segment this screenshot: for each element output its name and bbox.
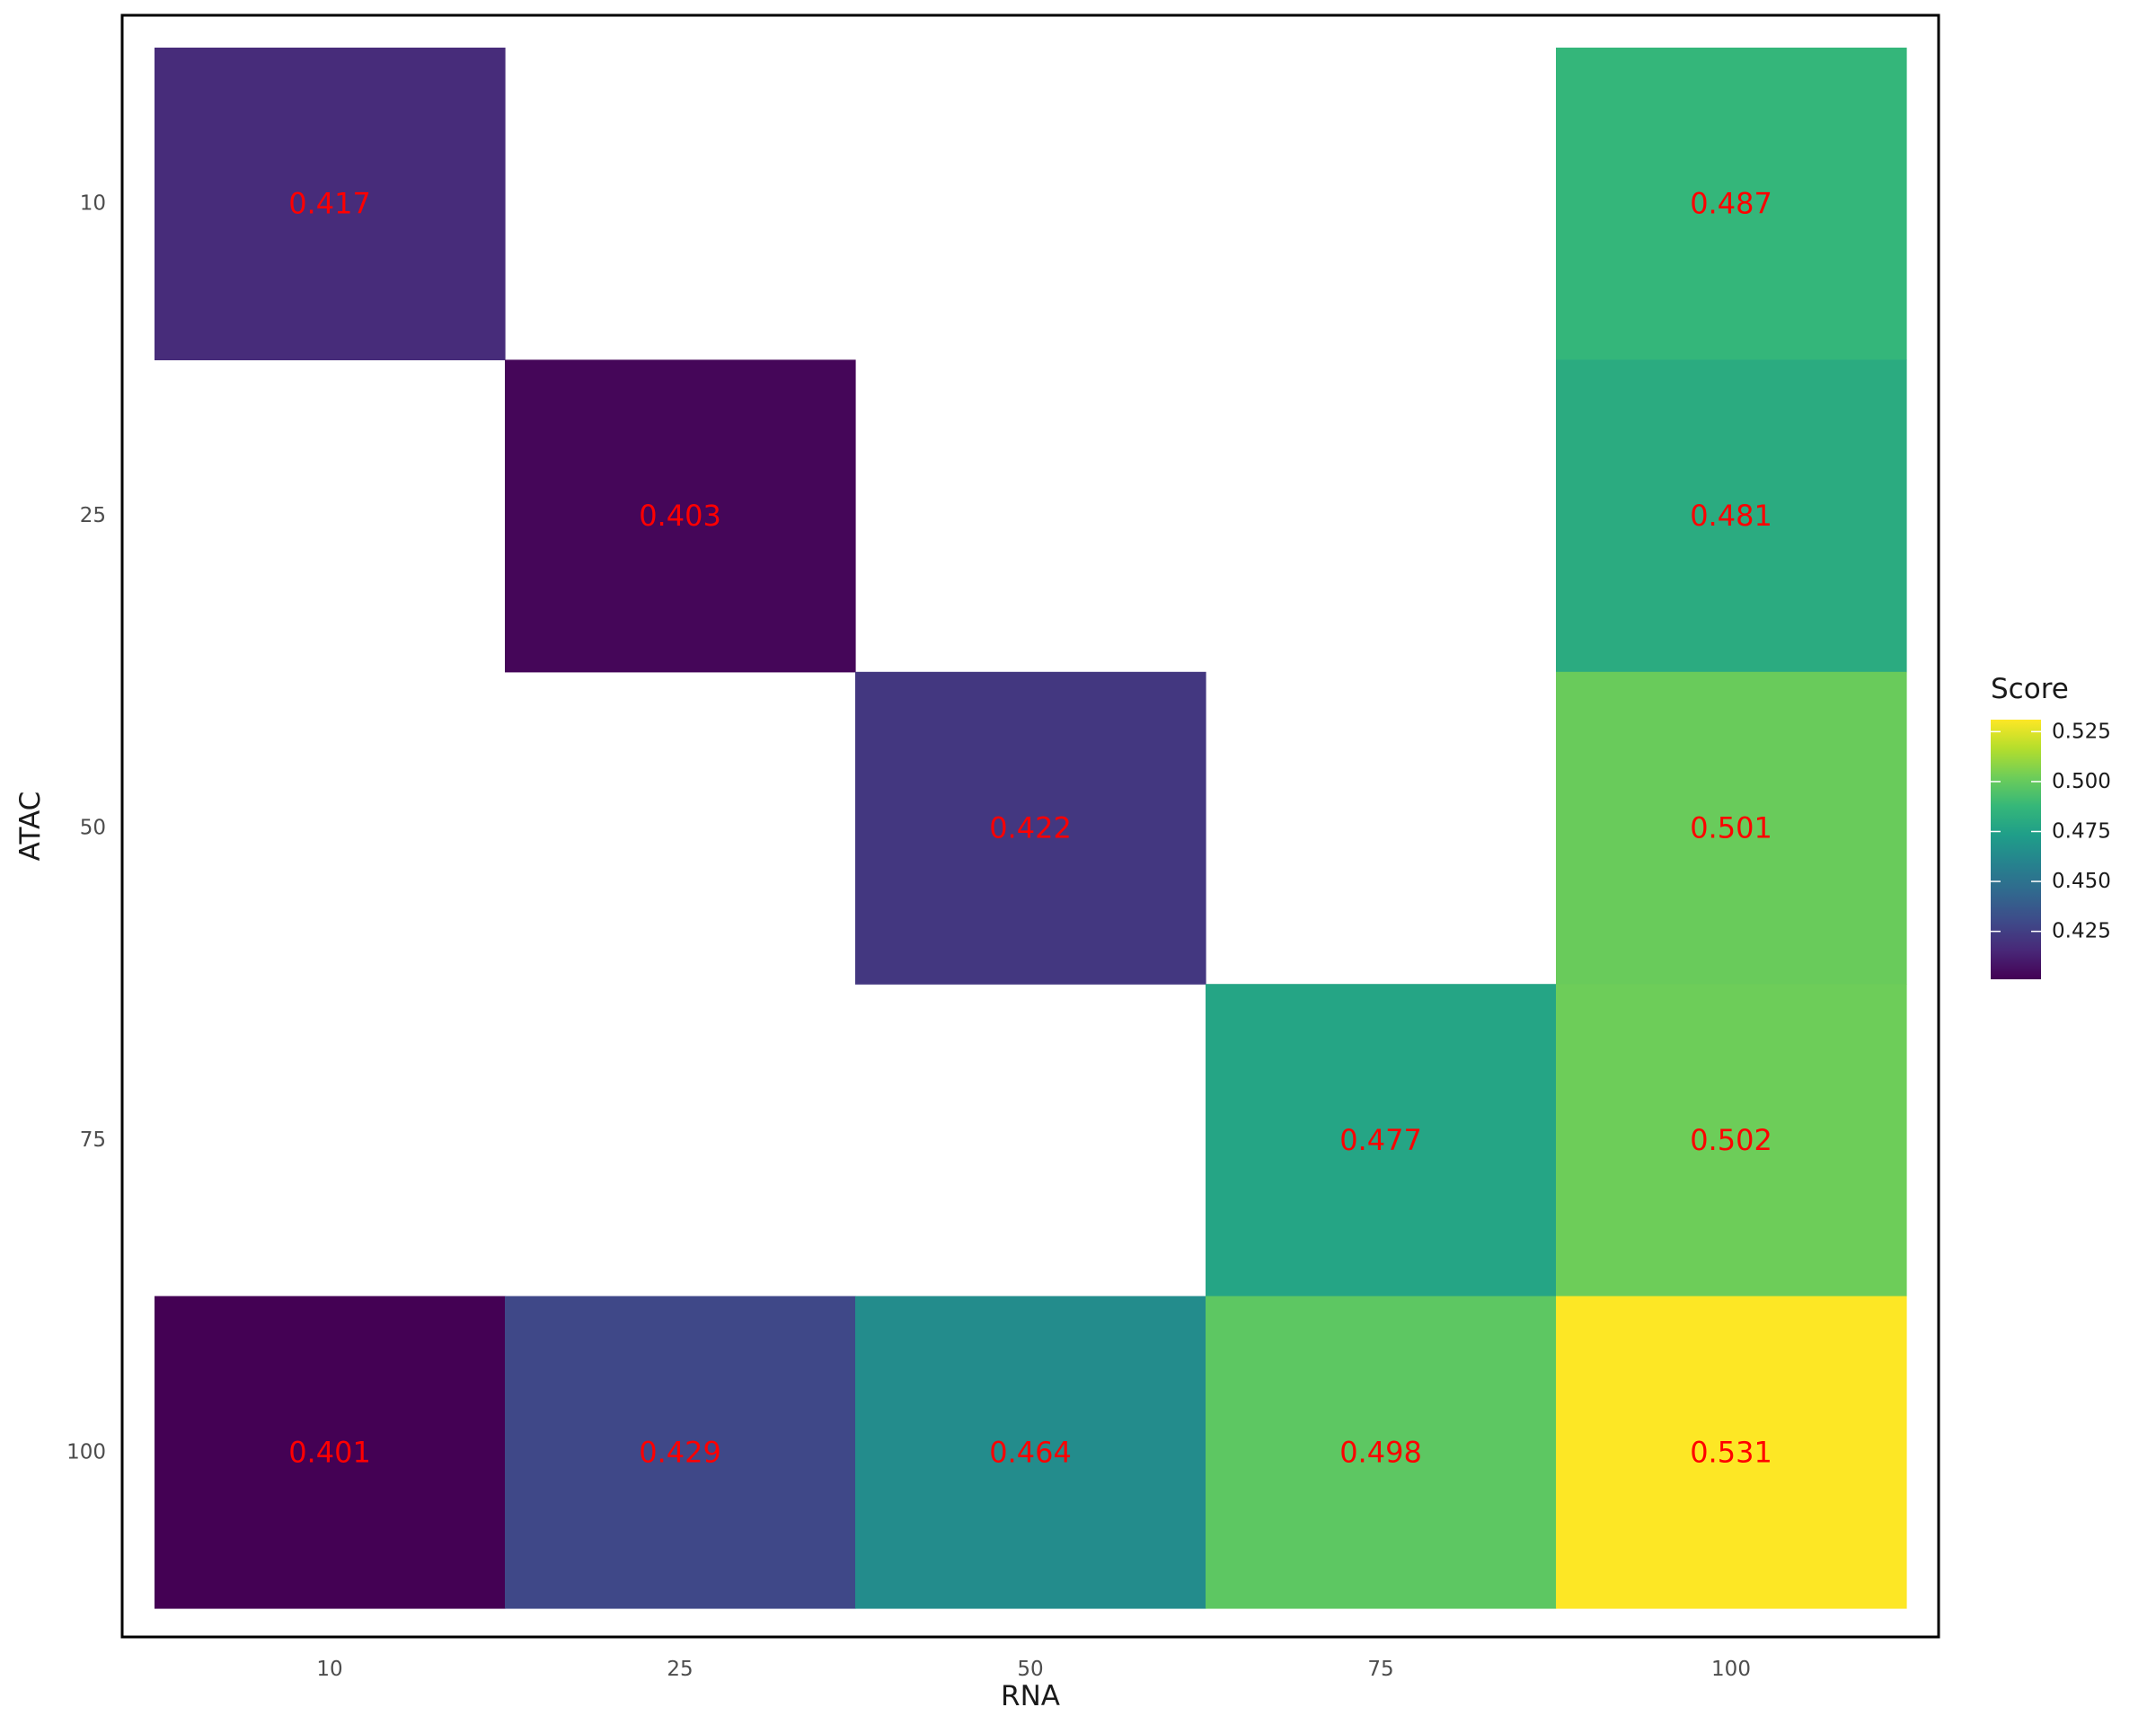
- legend-tick-label: 0.475: [2052, 819, 2111, 843]
- cell-value-label: 0.464: [989, 1435, 1072, 1469]
- y-tick-label: 25: [80, 504, 106, 527]
- y-tick-label: 100: [66, 1440, 106, 1464]
- legend-tick-label: 0.450: [2052, 870, 2111, 893]
- y-axis-ticks: 10 25 50 75 100: [66, 192, 106, 1464]
- cell-value-label: 0.481: [1690, 499, 1772, 533]
- heatmap-cell-rna-100-atac-100: [1556, 1296, 1907, 1609]
- y-axis-title: ATAC: [14, 792, 47, 862]
- cell-value-label: 0.403: [639, 499, 721, 533]
- x-axis-title: RNA: [1001, 1680, 1060, 1712]
- cell-value-label: 0.501: [1690, 811, 1772, 845]
- heatmap-cells: [155, 48, 1907, 1609]
- x-tick-label: 25: [667, 1658, 693, 1681]
- y-tick-label: 10: [80, 192, 106, 216]
- cell-value-label: 0.422: [989, 811, 1072, 845]
- heatmap-cell-rna-100-atac-75: [1556, 984, 1907, 1297]
- legend-tick-label: 0.500: [2052, 770, 2111, 793]
- heatmap-cell-rna-75-atac-100: [1206, 1296, 1557, 1609]
- heatmap-cell-rna-50-atac-50: [855, 671, 1206, 985]
- heatmap-cell-rna-50-atac-100: [855, 1296, 1206, 1609]
- x-tick-label: 100: [1711, 1658, 1751, 1681]
- legend-title: Score: [1991, 673, 2069, 705]
- cell-value-label: 0.417: [288, 187, 371, 221]
- heatmap-cell-rna-100-atac-10: [1556, 48, 1907, 360]
- cell-value-label: 0.401: [288, 1435, 371, 1469]
- legend-ticks: 0.425 0.450 0.475 0.500 0.525: [1991, 720, 2111, 943]
- legend-tick-label: 0.425: [2052, 920, 2111, 943]
- heatmap-cell-rna-100-atac-50: [1556, 671, 1907, 985]
- heatmap-cell-rna-10-atac-10: [155, 48, 506, 360]
- heatmap-cell-rna-25-atac-25: [505, 359, 856, 673]
- x-axis-ticks: 10 25 50 75 100: [316, 1658, 1751, 1681]
- color-legend: Score 0.425 0.450 0.475 0.500 0.525: [1991, 673, 2111, 979]
- panel-border: [120, 13, 1940, 1639]
- legend-tick-label: 0.525: [2052, 720, 2111, 743]
- heatmap-cell-rna-25-atac-100: [505, 1296, 856, 1609]
- cell-value-label: 0.531: [1690, 1435, 1772, 1469]
- heatmap-cell-rna-75-atac-75: [1206, 984, 1557, 1297]
- heatmap-cell-rna-10-atac-100: [155, 1296, 506, 1609]
- y-tick-label: 75: [80, 1128, 106, 1152]
- heatmap-cell-labels: 0.417 0.487 0.403 0.481 0.422 0.501 0.477 0.502…: [288, 187, 1772, 1470]
- x-tick-label: 75: [1367, 1658, 1393, 1681]
- y-tick-label: 50: [80, 817, 106, 840]
- x-tick-label: 10: [316, 1658, 342, 1681]
- legend-colorbar: [1991, 720, 2041, 979]
- heatmap-cell-rna-100-atac-25: [1556, 359, 1907, 673]
- x-tick-label: 50: [1017, 1658, 1043, 1681]
- cell-value-label: 0.502: [1690, 1123, 1772, 1157]
- cell-value-label: 0.429: [639, 1435, 721, 1469]
- cell-value-label: 0.487: [1690, 187, 1772, 221]
- cell-value-label: 0.498: [1339, 1435, 1422, 1469]
- cell-value-label: 0.477: [1339, 1123, 1422, 1157]
